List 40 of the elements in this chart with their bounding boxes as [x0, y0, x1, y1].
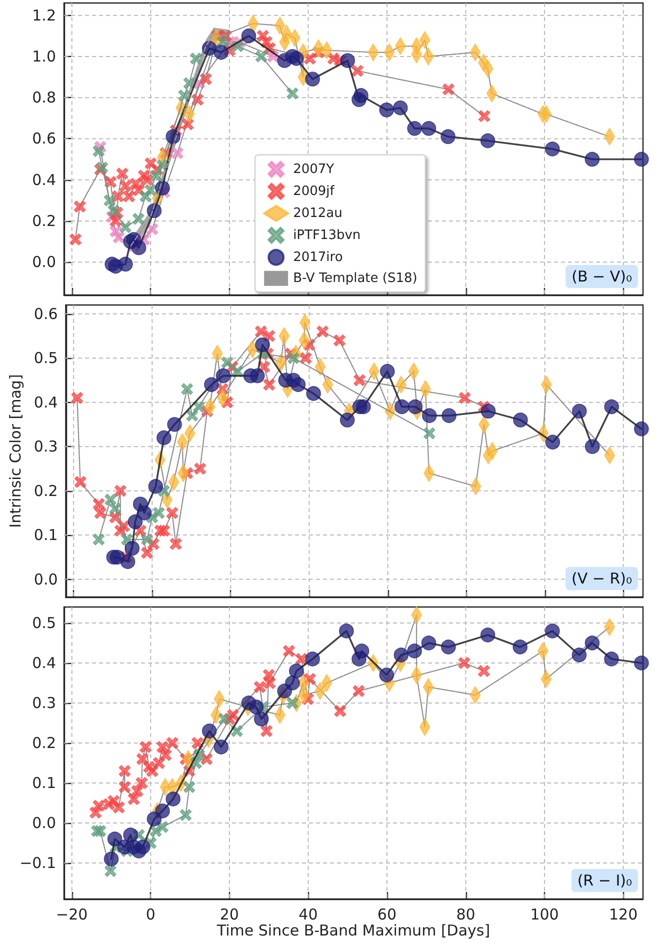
legend-label: 2007Y: [293, 162, 334, 177]
y-tick-label: 0.1: [34, 526, 58, 544]
y-tick-label: 0.8: [32, 88, 56, 107]
legend-label: iPTF13bvn: [293, 228, 361, 243]
y-tick-label: 0.1: [32, 774, 56, 792]
y-tick-label: 0.5: [32, 614, 56, 632]
x-tick-label: 100: [530, 906, 559, 924]
legend-label: 2012au: [293, 206, 342, 221]
annotation: (B − V)₀: [572, 268, 632, 286]
x-tick-label: 60: [377, 906, 397, 924]
legend-label: 2017iro: [293, 250, 343, 265]
x-tick-label: 0: [146, 906, 156, 924]
legend-label: 2009jf: [293, 184, 335, 199]
y-tick-label: 0.6: [34, 304, 58, 323]
y-tick-label: 0.4: [32, 170, 56, 189]
x-tick-label: 80: [456, 906, 476, 924]
x-tick-label: 20: [220, 906, 239, 924]
legend-label: B-V Template (S18): [293, 270, 418, 286]
x-tick-label: 40: [298, 906, 318, 924]
annotation: (V − R)₀: [571, 570, 632, 588]
y-tick-label: 0.6: [32, 130, 56, 148]
y-tick-label: 0.0: [32, 253, 56, 272]
y-tick-label: 1.2: [32, 6, 56, 24]
y-tick-label: 0.3: [34, 438, 58, 456]
y-tick-label: 0.4: [34, 393, 58, 412]
y-tick-label: −0.1: [20, 854, 56, 872]
y-tick-label: 0.2: [32, 734, 56, 752]
y-tick-label: 0.0: [34, 570, 58, 588]
y-tick-label: 0.3: [32, 694, 56, 712]
x-tick-label: −20: [56, 906, 88, 924]
x-axis-title: Time Since B-Band Maximum [Days]: [216, 922, 490, 940]
y-tick-label: 0.2: [32, 212, 56, 230]
y-tick-label: 0.2: [34, 482, 58, 500]
y-tick-label: 0.4: [32, 654, 56, 672]
y-tick-label: 0.5: [34, 349, 58, 368]
y-axis-title: Intrinsic Color [mag]: [6, 374, 24, 528]
x-tick-label: 120: [608, 906, 638, 924]
y-tick-label: 1.0: [32, 47, 56, 66]
annotation: (R − I)₀: [577, 872, 632, 890]
y-tick-label: 0.0: [32, 814, 56, 832]
